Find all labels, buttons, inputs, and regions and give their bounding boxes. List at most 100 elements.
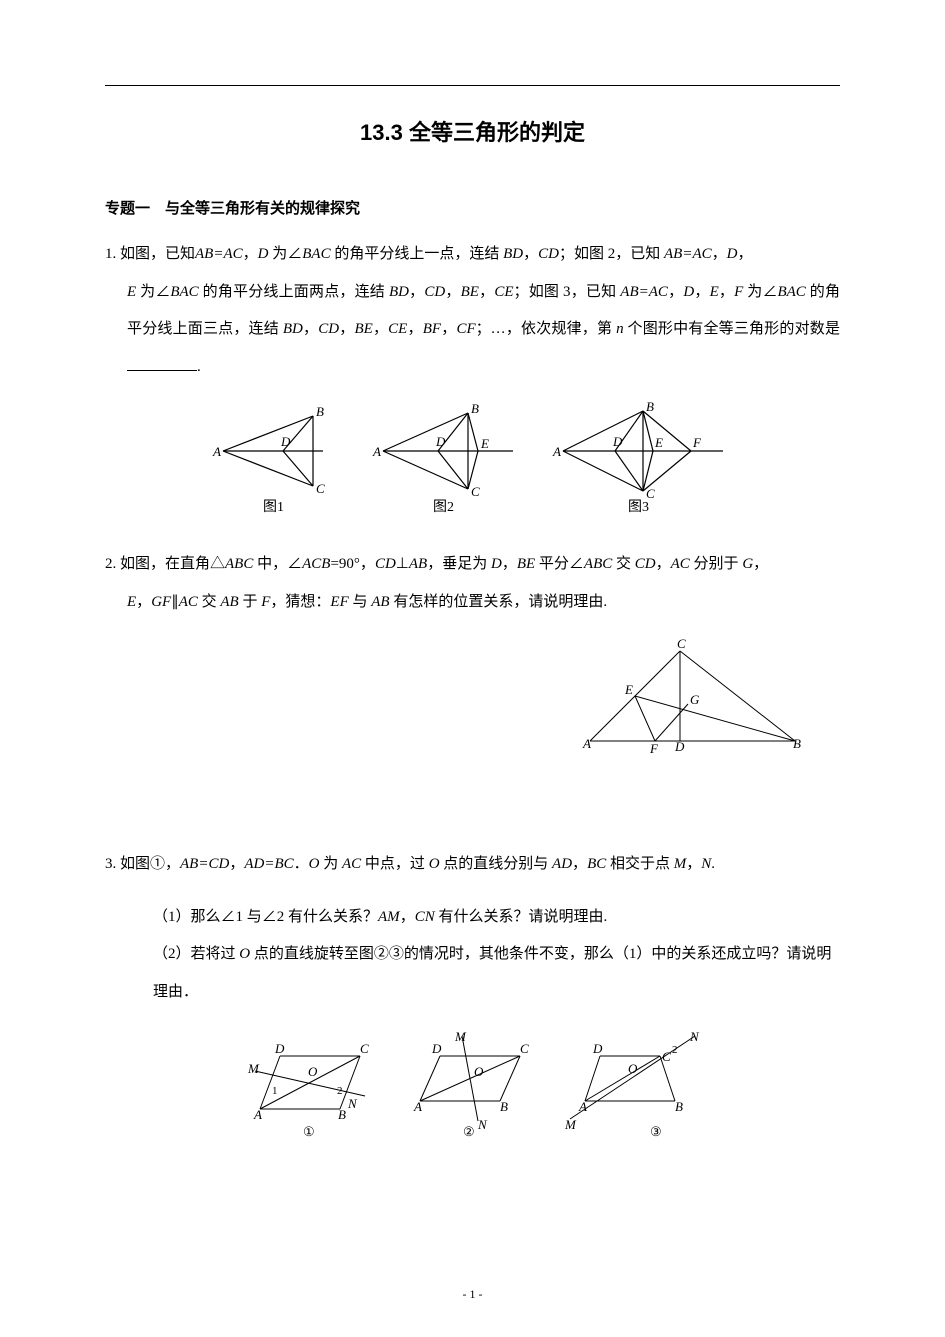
q3-t17: N [701, 856, 711, 872]
q2-t13: ABC [584, 556, 612, 572]
q1-t49: n [616, 321, 624, 337]
q3-figures: A B C D M N O 1 2 ① A B C D M N [105, 1031, 840, 1141]
q1-t25: CE [494, 284, 513, 300]
q3s1-t4: 有什么关系？请说明理由. [435, 909, 608, 925]
q1-t43: CE [388, 321, 407, 337]
svg-text:B: B [646, 401, 654, 414]
q2-t17: AC [671, 556, 690, 572]
svg-text:C: C [471, 484, 480, 499]
q2-t18: 分别于 [690, 556, 743, 572]
q2-t14: 交 [612, 556, 635, 572]
q1-figures: A B C D 图1 A B [105, 401, 840, 521]
svg-text:A: A [578, 1099, 587, 1114]
question-3: 3. 如图①，AB=CD，AD=BC．O 为 AC 中点，过 O 点的直线分别与… [105, 846, 840, 884]
svg-text:B: B [500, 1099, 508, 1114]
q1-t50: 个图形中有全等三角形的对数是 [624, 321, 840, 337]
q1-t46: ， [441, 321, 456, 337]
question-2: 2. 如图，在直角△ABC 中，∠ACB=90°，CD⊥AB，垂足为 D，BE … [105, 546, 840, 621]
q3-t2: ， [229, 856, 244, 872]
q3-sub1: （1）那么∠1 与∠2 有什么关系？AM，CN 有什么关系？请说明理由. [105, 899, 840, 937]
q3-t14: 相交于点 [606, 856, 674, 872]
q1-t27: AB=AC [620, 284, 668, 300]
q3-t7: AC [342, 856, 361, 872]
q2-figure: A B C D E F G [105, 636, 805, 756]
q2-fig-svg: A B C D E F G [575, 636, 805, 756]
q1-t24: ， [479, 284, 494, 300]
q1-fig1-svg: A B C D 图1 [203, 401, 353, 516]
svg-text:C: C [316, 481, 325, 496]
q1-t14: ， [737, 246, 752, 262]
q3-t0: 如图①， [120, 856, 180, 872]
q1-fig3-svg: A B C D E F 图3 [543, 401, 743, 516]
question-1: 1. 如图，已知AB=AC，D 为∠BAC 的角平分线上一点，连结 BD，CD；… [105, 236, 840, 386]
q2-t16: ， [656, 556, 671, 572]
q2-t11: BE [517, 556, 535, 572]
svg-text:N: N [689, 1031, 700, 1044]
q1-blank [127, 357, 197, 371]
q1-t31: E [710, 284, 719, 300]
page-top-border [105, 85, 840, 86]
q3-t9: O [429, 856, 440, 872]
q3s2-t1: O [239, 946, 250, 962]
q1-t17: BAC [170, 284, 198, 300]
q1-t20: ， [409, 284, 424, 300]
svg-text:E: E [654, 435, 663, 450]
subtitle: 专题一 与全等三角形有关的规律探究 [105, 197, 840, 218]
svg-text:D: D [431, 1041, 442, 1056]
q1-t28: ， [668, 284, 683, 300]
q1-t9: CD [538, 246, 559, 262]
svg-text:D: D [274, 1041, 285, 1056]
q3s1-t0: （1）那么∠1 与∠2 有什么关系？ [153, 909, 378, 925]
svg-text:O: O [308, 1064, 318, 1079]
q2-t9: D [491, 556, 502, 572]
q2-t27: AB [220, 594, 238, 610]
q1-fig2-svg: A B C D E 图2 [363, 401, 533, 516]
svg-text:M: M [247, 1061, 260, 1076]
svg-text:M: M [454, 1031, 467, 1044]
q3-t11: AD [552, 856, 572, 872]
svg-text:O: O [474, 1064, 484, 1079]
q1-fig1: A B C D 图1 [203, 401, 353, 521]
svg-text:A: A [372, 444, 381, 459]
q1-number: 1. [105, 246, 116, 262]
svg-text:B: B [338, 1107, 346, 1122]
q1-t19: BD [389, 284, 409, 300]
q2-t22: ， [136, 594, 151, 610]
q3s1-t1: AM [378, 909, 400, 925]
q1-t10: ；如图 2，已知 [559, 246, 664, 262]
q1-t45: BF [423, 321, 441, 337]
q1-t48: ；…，依次规律，第 [476, 321, 616, 337]
svg-text:图1: 图1 [263, 500, 284, 515]
svg-text:N: N [347, 1096, 358, 1111]
q1-t15: E [127, 284, 136, 300]
q3-t4: ． [294, 856, 309, 872]
q1-t35: BAC [777, 284, 805, 300]
svg-text:C: C [520, 1041, 529, 1056]
q1-t22: ， [445, 284, 460, 300]
q1-t23: BE [461, 284, 479, 300]
page-content: 13.3 全等三角形的判定 专题一 与全等三角形有关的规律探究 1. 如图，已知… [105, 85, 840, 1141]
q1-t26: ；如图 3，已知 [514, 284, 621, 300]
svg-text:D: D [280, 434, 291, 449]
q2-t30: ，猜想： [270, 594, 330, 610]
q2-t25: AC [179, 594, 198, 610]
q3-t5: O [309, 856, 320, 872]
q1-t4: 为∠ [269, 246, 303, 262]
q1-t44: ， [407, 321, 422, 337]
q2-t23: GF [151, 594, 171, 610]
q2-t3: ACB [302, 556, 330, 572]
q3-fig1-svg: A B C D M N O 1 2 ① [240, 1031, 375, 1141]
q3-fig2-svg: A B C D M N O ② [400, 1031, 535, 1141]
q2-t29: F [261, 594, 270, 610]
q1-t5: BAC [302, 246, 330, 262]
svg-text:A: A [413, 1099, 422, 1114]
svg-text:G: G [690, 692, 700, 707]
q1-t11: AB=AC [664, 246, 712, 262]
svg-text:B: B [793, 736, 801, 751]
svg-text:N: N [477, 1117, 488, 1132]
q2-t7: AB [409, 556, 427, 572]
q3s2-t2: 点的直线旋转至图②③的情况时，其他条件不变，那么（1）中的关系还成立吗？请说明理… [153, 946, 831, 1000]
q3-t13: BC [587, 856, 606, 872]
q3-fig3-svg: A B C D M N O 2 ③ [560, 1031, 705, 1141]
svg-text:C: C [662, 1049, 671, 1064]
